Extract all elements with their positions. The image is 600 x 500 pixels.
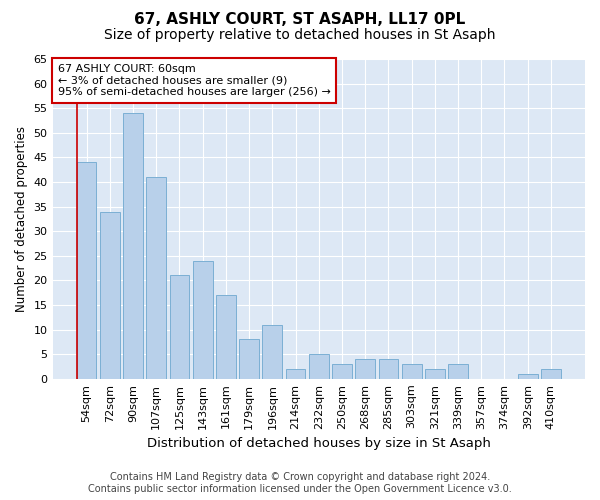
Bar: [146, 177, 166, 379]
Bar: [100, 212, 119, 379]
Text: Size of property relative to detached houses in St Asaph: Size of property relative to detached ho…: [104, 28, 496, 42]
Bar: [448, 364, 468, 379]
Bar: [262, 324, 282, 379]
Bar: [541, 369, 561, 379]
Bar: [309, 354, 329, 379]
Bar: [286, 369, 305, 379]
Bar: [123, 113, 143, 379]
Bar: [77, 162, 97, 379]
X-axis label: Distribution of detached houses by size in St Asaph: Distribution of detached houses by size …: [147, 437, 491, 450]
Bar: [170, 276, 190, 379]
Bar: [518, 374, 538, 379]
Bar: [193, 260, 212, 379]
Bar: [355, 359, 375, 379]
Text: Contains HM Land Registry data © Crown copyright and database right 2024.
Contai: Contains HM Land Registry data © Crown c…: [88, 472, 512, 494]
Bar: [239, 340, 259, 379]
Bar: [332, 364, 352, 379]
Bar: [425, 369, 445, 379]
Bar: [379, 359, 398, 379]
Text: 67 ASHLY COURT: 60sqm
← 3% of detached houses are smaller (9)
95% of semi-detach: 67 ASHLY COURT: 60sqm ← 3% of detached h…: [58, 64, 331, 97]
Bar: [216, 295, 236, 379]
Text: 67, ASHLY COURT, ST ASAPH, LL17 0PL: 67, ASHLY COURT, ST ASAPH, LL17 0PL: [134, 12, 466, 28]
Bar: [402, 364, 422, 379]
Y-axis label: Number of detached properties: Number of detached properties: [15, 126, 28, 312]
